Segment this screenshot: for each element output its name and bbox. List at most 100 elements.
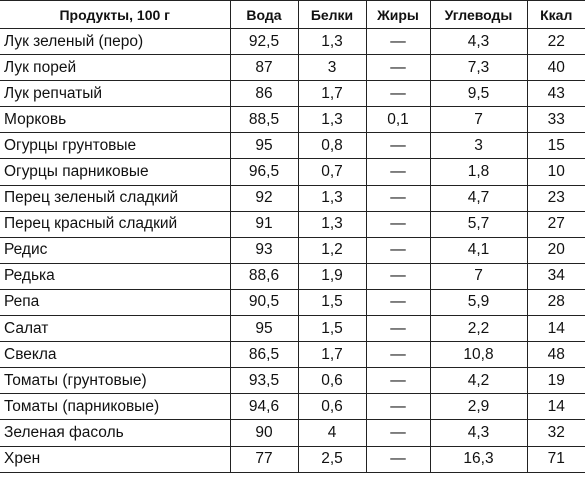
cell-protein: 0,8 (297, 132, 367, 160)
header-fat: Жиры (365, 0, 431, 29)
cell-fat: — (365, 184, 431, 212)
cell-kcal: 14 (526, 315, 585, 343)
cell-product: Томаты (парниковые) (0, 393, 231, 421)
cell-kcal: 40 (526, 54, 585, 82)
cell-protein: 1,3 (297, 184, 367, 212)
cell-kcal: 15 (526, 132, 585, 160)
cell-protein: 1,3 (297, 106, 367, 134)
cell-carbs: 5,9 (429, 288, 528, 317)
cell-product: Салат (0, 315, 231, 343)
cell-water: 93 (229, 236, 299, 264)
cell-carbs: 2,9 (429, 393, 528, 421)
cell-fat: — (365, 236, 431, 264)
header-kcal: Ккал (526, 0, 585, 29)
table-row: Перец красный сладкий 91 1,3—5,7 27 (0, 210, 585, 238)
cell-protein: 1,3 (297, 27, 367, 56)
cell-carbs: 1,8 (429, 158, 528, 186)
table-row: Лук порей 87 3—7,3 40 (0, 54, 585, 82)
cell-carbs: 7 (429, 106, 528, 134)
cell-product: Хрен (0, 445, 231, 473)
table-row: Редис 93 1,2—4,1 20 (0, 236, 585, 264)
cell-protein: 3 (297, 54, 367, 82)
cell-kcal: 34 (526, 262, 585, 290)
cell-fat: — (365, 132, 431, 160)
cell-fat: — (365, 315, 431, 343)
cell-water: 86 (229, 80, 299, 108)
cell-water: 92 (229, 184, 299, 212)
cell-water: 90 (229, 419, 299, 447)
cell-carbs: 4,7 (429, 184, 528, 212)
cell-product: Перец красный сладкий (0, 210, 231, 238)
cell-protein: 1,2 (297, 236, 367, 264)
cell-fat: — (365, 419, 431, 447)
cell-carbs: 5,7 (429, 210, 528, 238)
table-row: Лук репчатый 86 1,7—9,5 43 (0, 80, 585, 108)
cell-product: Лук репчатый (0, 80, 231, 108)
cell-protein: 4 (297, 419, 367, 447)
header-water: Вода (229, 0, 299, 29)
header-carbs: Углеводы (429, 0, 528, 29)
cell-product: Лук зеленый (перо) (0, 27, 231, 56)
cell-product: Редька (0, 262, 231, 290)
cell-fat: — (365, 393, 431, 421)
cell-carbs: 4,1 (429, 236, 528, 264)
cell-product: Огурцы грунтовые (0, 132, 231, 160)
cell-protein: 0,6 (297, 367, 367, 395)
cell-kcal: 27 (526, 210, 585, 238)
cell-fat: — (365, 367, 431, 395)
cell-protein: 2,5 (297, 445, 367, 473)
cell-fat: — (365, 288, 431, 317)
cell-carbs: 4,3 (429, 419, 528, 447)
cell-kcal: 48 (526, 341, 585, 369)
cell-water: 96,5 (229, 158, 299, 186)
table-row: Морковь 88,5 1,3 0,1 7 33 (0, 106, 585, 134)
cell-kcal: 10 (526, 158, 585, 186)
cell-fat: — (365, 54, 431, 82)
cell-fat: — (365, 341, 431, 369)
cell-product: Свекла (0, 341, 231, 369)
cell-water: 95 (229, 132, 299, 160)
cell-carbs: 16,3 (429, 445, 528, 473)
cell-kcal: 23 (526, 184, 585, 212)
cell-protein: 0,7 (297, 158, 367, 186)
cell-carbs: 7 (429, 262, 528, 290)
table-row: Огурцы парниковые 96,5 0,7—1,8 10 (0, 158, 585, 186)
cell-carbs: 3 (429, 132, 528, 160)
cell-kcal: 33 (526, 106, 585, 134)
cell-fat: — (365, 80, 431, 108)
cell-carbs: 7,3 (429, 54, 528, 82)
cell-kcal: 43 (526, 80, 585, 108)
cell-water: 88,5 (229, 106, 299, 134)
table-row: Томаты (парниковые) 94,6 0,6—2,9 14 (0, 393, 585, 421)
cell-fat: — (365, 262, 431, 290)
cell-water: 86,5 (229, 341, 299, 369)
cell-kcal: 71 (526, 445, 585, 473)
cell-kcal: 22 (526, 27, 585, 56)
table-row: Зеленая фасоль 90 4—4,3 32 (0, 419, 585, 447)
cell-protein: 0,6 (297, 393, 367, 421)
cell-product: Зеленая фасоль (0, 419, 231, 447)
table-row: Салат 95 1,5—2,2 14 (0, 315, 585, 343)
cell-carbs: 10,8 (429, 341, 528, 369)
table-row: Перец зеленый сладкий 92 1,3—4,7 23 (0, 184, 585, 212)
cell-protein: 1,7 (297, 80, 367, 108)
table-row: Репа 90,5 1,5—5,9 28 (0, 288, 585, 317)
cell-water: 88,6 (229, 262, 299, 290)
cell-kcal: 20 (526, 236, 585, 264)
table-row: Редька 88,6 1,9—7 34 (0, 262, 585, 290)
header-product: Продукты, 100 г (0, 0, 231, 29)
cell-carbs: 4,2 (429, 367, 528, 395)
cell-product: Лук порей (0, 54, 231, 82)
cell-carbs: 9,5 (429, 80, 528, 108)
cell-carbs: 2,2 (429, 315, 528, 343)
cell-protein: 1,5 (297, 288, 367, 317)
cell-protein: 1,9 (297, 262, 367, 290)
table-row: Огурцы грунтовые 95 0,8—3 15 (0, 132, 585, 160)
cell-water: 87 (229, 54, 299, 82)
cell-kcal: 32 (526, 419, 585, 447)
cell-water: 91 (229, 210, 299, 238)
table-body: Лук зеленый (перо) 92,5 1,3—4,3 22 Лук порей… (0, 27, 585, 473)
table-row: Хрен 77 2,5—16,3 71 (0, 445, 585, 473)
table-row: Свекла 86,5 1,7—10,8 48 (0, 341, 585, 369)
